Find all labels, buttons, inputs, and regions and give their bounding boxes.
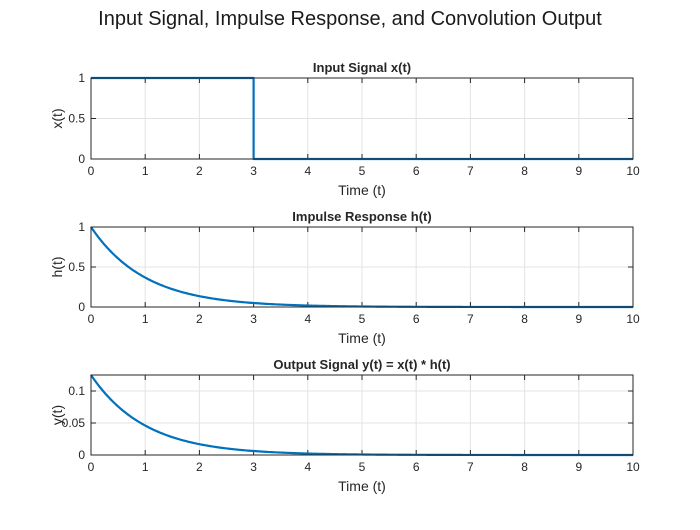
- y-axis-label: y(t): [49, 405, 65, 425]
- y-tick-label: 0.5: [68, 260, 85, 274]
- subplot-2: 0 1 2 3 4 5 6 7 8 9 10 0 0.5 1 Impulse Response h(t) Ti…: [49, 209, 640, 346]
- y-tick-label: 0: [78, 448, 85, 462]
- x-tick-label: 2: [196, 312, 203, 326]
- x-tick-label: 3: [250, 460, 257, 474]
- axes-box: [90, 226, 634, 308]
- x-axis-label: Time (t): [338, 330, 386, 346]
- x-tick-label: 1: [142, 164, 149, 178]
- x-axis-label: Time (t): [338, 182, 386, 198]
- x-tick-label: 4: [304, 460, 311, 474]
- y-axis-label: x(t): [49, 108, 65, 128]
- subplot-1: 0 1 2 3 4 5 6 7 8 9 10 0 0.5 1 Input Signal x(t) Time (…: [49, 60, 640, 198]
- x-tick-label: 2: [196, 164, 203, 178]
- y-tick-label: 0.5: [68, 112, 85, 126]
- x-tick-label: 1: [142, 312, 149, 326]
- x-tick-label: 5: [359, 164, 366, 178]
- x-tick-label: 8: [521, 460, 528, 474]
- y-tick-label: 1: [78, 220, 85, 234]
- x-tick-label: 5: [359, 460, 366, 474]
- x-tick-label: 0: [88, 164, 95, 178]
- x-tick-label: 10: [626, 460, 640, 474]
- axes-box: [90, 77, 634, 160]
- x-tick-label: 4: [304, 312, 311, 326]
- x-tick-label: 6: [413, 164, 420, 178]
- x-tick-label: 0: [88, 460, 95, 474]
- x-tick-label: 4: [304, 164, 311, 178]
- subplot-3: 0 1 2 3 4 5 6 7 8 9 10 0 0.05 0.1 Output Signal y(t) =…: [49, 357, 640, 494]
- x-tick-label: 8: [521, 312, 528, 326]
- y-tick-label: 1: [78, 71, 85, 85]
- x-tick-label: 6: [413, 312, 420, 326]
- axes-box: [90, 374, 634, 456]
- figure-title: Input Signal, Impulse Response, and Conv…: [98, 8, 602, 30]
- x-tick-label: 10: [626, 164, 640, 178]
- y-axis-label: h(t): [49, 257, 65, 278]
- y-tick-label: 0: [78, 300, 85, 314]
- x-tick-label: 5: [359, 312, 366, 326]
- x-tick-label: 3: [250, 312, 257, 326]
- x-tick-label: 3: [250, 164, 257, 178]
- x-tick-label: 9: [575, 460, 582, 474]
- x-tick-label: 7: [467, 460, 474, 474]
- y-tick-label: 0: [78, 152, 85, 166]
- x-tick-label: 10: [626, 312, 640, 326]
- x-tick-label: 6: [413, 460, 420, 474]
- x-tick-label: 2: [196, 460, 203, 474]
- y-tick-label: 0.1: [68, 384, 85, 398]
- y-tick-label: 0.05: [62, 416, 86, 430]
- x-tick-label: 8: [521, 164, 528, 178]
- x-tick-label: 0: [88, 312, 95, 326]
- subplot-title: Input Signal x(t): [313, 60, 411, 75]
- subplot-title: Impulse Response h(t): [292, 209, 431, 224]
- x-tick-label: 9: [575, 164, 582, 178]
- subplot-title: Output Signal y(t) = x(t) * h(t): [273, 357, 450, 372]
- x-tick-label: 9: [575, 312, 582, 326]
- x-tick-label: 1: [142, 460, 149, 474]
- x-tick-label: 7: [467, 164, 474, 178]
- x-axis-label: Time (t): [338, 478, 386, 494]
- x-tick-label: 7: [467, 312, 474, 326]
